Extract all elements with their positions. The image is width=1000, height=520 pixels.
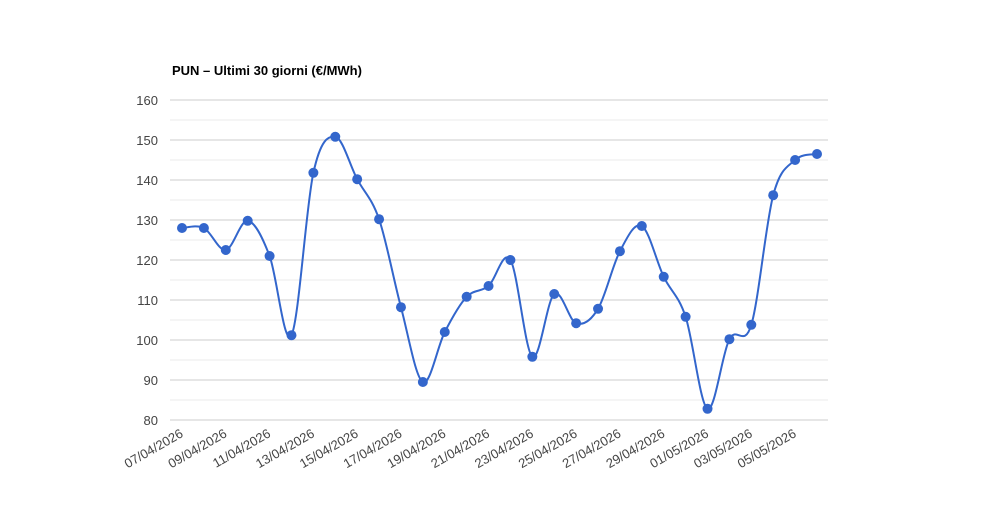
- y-tick-label: 140: [136, 173, 158, 188]
- point: [198, 223, 209, 233]
- y-tick-label: 150: [136, 133, 158, 148]
- line: [181, 135, 818, 410]
- point: [724, 334, 735, 345]
- point: [812, 149, 822, 159]
- point: [439, 327, 450, 337]
- point: [768, 190, 779, 201]
- y-tick-label: 120: [136, 253, 158, 268]
- point: [220, 245, 231, 255]
- point: [374, 214, 385, 225]
- point: [264, 251, 275, 261]
- y-tick-label: 90: [144, 373, 158, 388]
- point: [790, 155, 801, 165]
- point: [527, 351, 538, 362]
- point: [461, 291, 472, 302]
- point: [593, 303, 604, 314]
- point: [614, 246, 625, 257]
- point: [242, 215, 253, 226]
- point: [286, 330, 297, 341]
- point: [417, 377, 428, 387]
- point: [483, 281, 494, 291]
- chart-title: PUN – Ultimi 30 giorni (€/MWh): [172, 63, 362, 78]
- point: [308, 167, 319, 178]
- point: [177, 223, 187, 233]
- y-tick-label: 80: [144, 413, 158, 428]
- point: [549, 289, 560, 299]
- point: [746, 319, 757, 330]
- y-tick-label: 110: [137, 293, 158, 308]
- y-tick-label: 100: [136, 333, 158, 348]
- point: [636, 221, 647, 231]
- point: [352, 174, 363, 185]
- point: [330, 131, 341, 142]
- point: [658, 271, 669, 282]
- y-tick-label: 160: [136, 93, 158, 108]
- point: [680, 311, 691, 322]
- point: [571, 318, 582, 329]
- point: [702, 403, 713, 414]
- y-tick-label: 130: [136, 213, 158, 228]
- point: [505, 255, 516, 265]
- point: [395, 302, 406, 313]
